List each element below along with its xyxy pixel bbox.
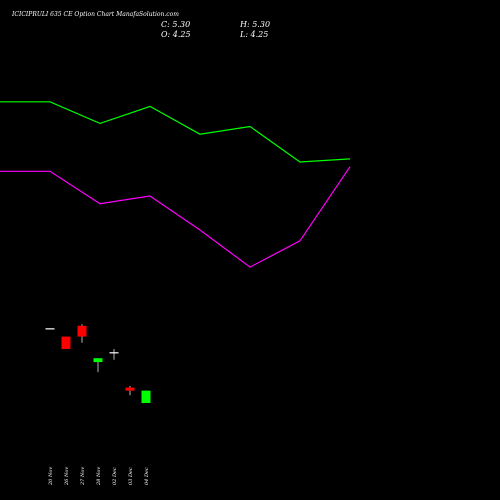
- candle-body: [125, 387, 135, 391]
- x-tick-label: 20 Nov: [48, 467, 54, 486]
- candle-03-dec: [125, 386, 135, 396]
- candle-20-nov: [45, 328, 55, 330]
- candle-26-nov: [61, 336, 71, 349]
- x-tick-label: 04 Dec: [144, 467, 150, 485]
- x-tick-label: 02 Dec: [112, 467, 118, 485]
- x-tick-label: 28 Nov: [96, 467, 102, 486]
- x-tick-label: 03 Dec: [128, 467, 134, 485]
- indicator-line-2: [0, 166, 351, 268]
- candle-27-nov: [77, 324, 87, 343]
- candle-body: [141, 390, 151, 404]
- open-value: O: 4.25: [161, 30, 191, 39]
- candles: [45, 324, 151, 404]
- high-value: H: 5.30: [239, 20, 270, 29]
- candle-body: [61, 336, 71, 349]
- x-tick-label: 26 Nov: [64, 467, 70, 486]
- candle-body: [77, 325, 87, 337]
- close-value: C: 5.30: [161, 20, 190, 29]
- indicator-line-1: [0, 101, 351, 163]
- candle-02-dec: [109, 348, 119, 360]
- chart-title: ICICIPRULI 635 CE Option Chart ManafaSol…: [11, 11, 179, 18]
- candle-body: [93, 358, 103, 363]
- x-axis-tick-labels: 20 Nov 26 Nov 27 Nov 28 Nov 02 Dec 03 Dec 04 D…: [48, 467, 150, 486]
- candle-body: [109, 352, 119, 354]
- candle-28-nov: [93, 358, 103, 373]
- x-tick-label: 27 Nov: [80, 467, 86, 486]
- candle-04-dec: [141, 390, 151, 404]
- candle-body: [45, 328, 55, 330]
- low-value: L: 4.25: [239, 30, 268, 39]
- indicator-lines: [0, 101, 351, 268]
